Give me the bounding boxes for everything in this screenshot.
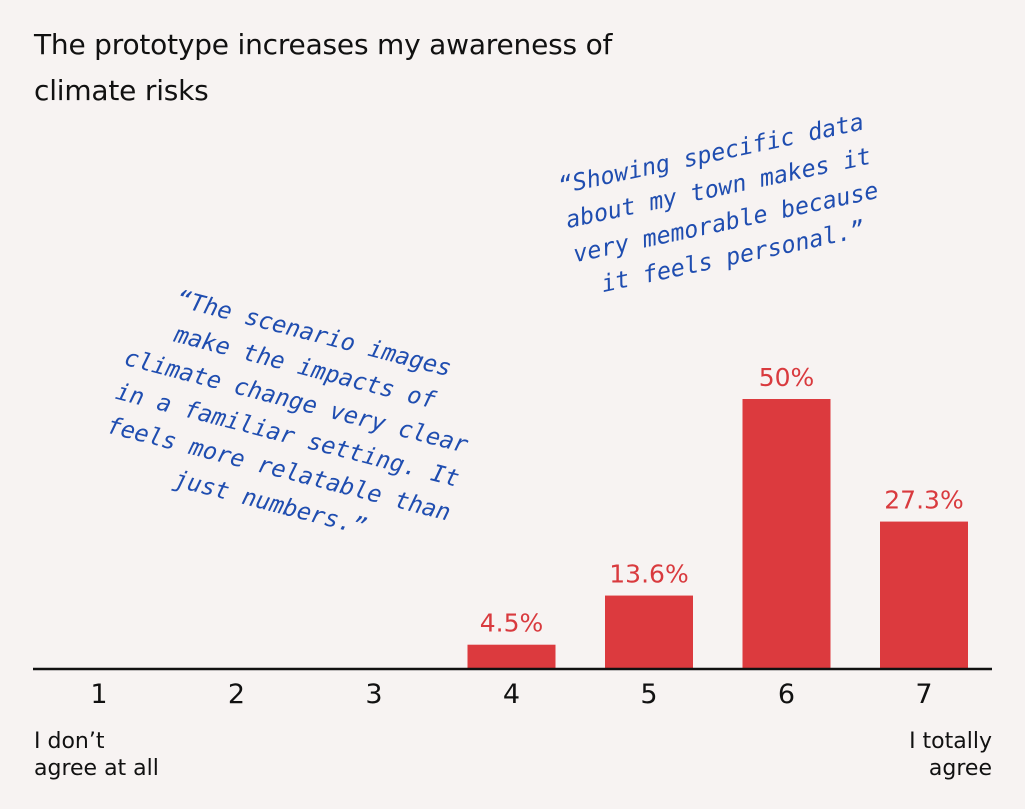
- x-tick-label-7: 7: [915, 679, 932, 710]
- x-tick-label-2: 2: [228, 679, 245, 710]
- chart-title: The prototype increases my awareness of …: [34, 22, 754, 114]
- x-tick-label-6: 6: [778, 679, 795, 710]
- x-tick-label-3: 3: [365, 679, 382, 710]
- bar-6: [742, 399, 831, 669]
- bar-4: [467, 644, 556, 669]
- x-tick-label-4: 4: [503, 679, 520, 710]
- scale-min-label-line-2: agree at all: [34, 756, 159, 781]
- chart-title-line-2: climate risks: [34, 74, 209, 107]
- x-tick-label-1: 1: [90, 679, 107, 710]
- bars-layer: 4.5% 13.6% 50% 27.3%: [467, 363, 968, 669]
- bar-5: [605, 595, 693, 669]
- quote-specific-data: “Showing specific dataabout my town make…: [556, 108, 888, 303]
- bar-7: [880, 521, 968, 669]
- x-tick-label-5: 5: [640, 679, 657, 710]
- bar-value-label-6: 50%: [759, 363, 815, 392]
- bar-value-label-4: 4.5%: [480, 609, 544, 638]
- scale-min-label: I don’t agree at all: [34, 728, 159, 782]
- scale-min-label-line-1: I don’t: [34, 729, 105, 754]
- scale-max-label-line-1: I totally: [909, 729, 992, 754]
- bar-value-label-7: 27.3%: [884, 486, 963, 515]
- scale-max-label: I totally agree: [909, 728, 992, 782]
- tick-labels-layer: 1 2 3 4 5 6 7: [90, 679, 932, 710]
- scale-max-label-line-2: agree: [928, 756, 992, 781]
- quote-scenario-images: “The scenario imagesmake the impacts ofc…: [95, 275, 488, 560]
- chart-title-line-1: The prototype increases my awareness of: [34, 28, 613, 61]
- bar-value-label-5: 13.6%: [609, 560, 688, 589]
